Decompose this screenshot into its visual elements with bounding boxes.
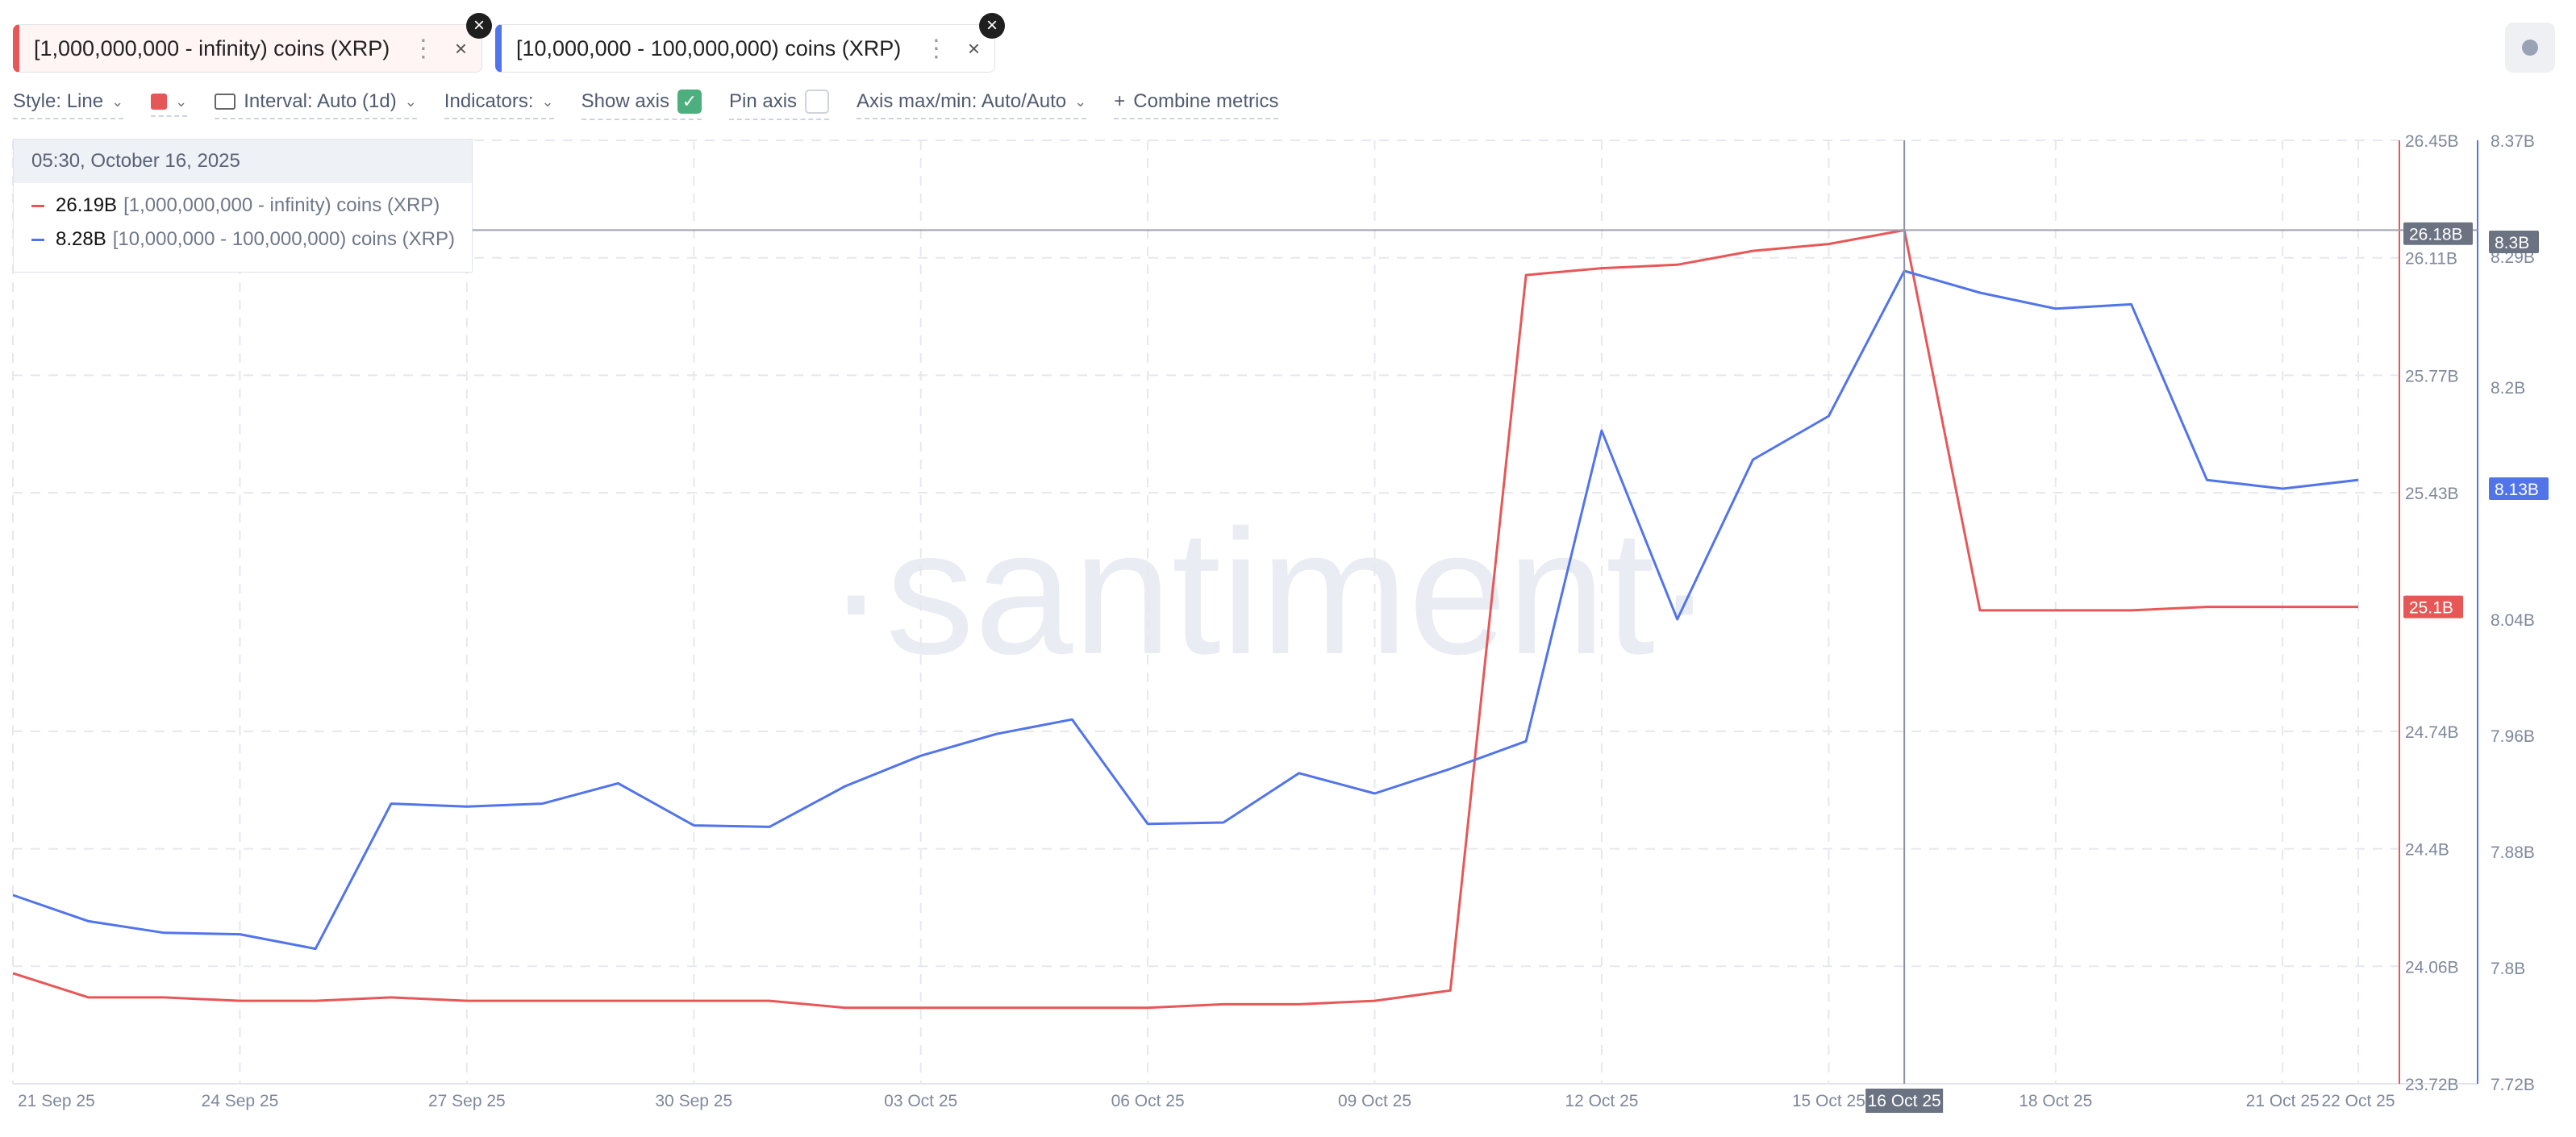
combine-metrics-button[interactable]: + Combine metrics [1114,90,1279,119]
axes [13,140,2478,1085]
more-options-icon[interactable]: ⋮ [411,35,436,62]
style-label: Style: Line [13,90,104,112]
dot-icon [2522,40,2538,56]
tooltip-row: 8.28B [10,000,000 - 100,000,000) coins (… [14,228,472,251]
left-axis-tick-label: 26.45B [2405,132,2459,151]
color-swatch [151,94,168,110]
checkbox-unchecked-icon[interactable] [805,90,830,114]
right-axis-value-badge-bg [2489,477,2549,500]
chart-toolbar: Style: Line ⌄ ⌄ Interval: Auto (1d) ⌄ Indi… [13,89,1279,121]
remove-metric-icon[interactable]: × [967,35,980,60]
interval-dropdown[interactable]: Interval: Auto (1d) ⌄ [215,90,417,119]
x-axis-tick-label: 18 Oct 25 [2019,1092,2092,1110]
interval-label: Interval: Auto (1d) [244,90,397,112]
left-axis-tick-label: 25.43B [2405,485,2459,503]
remove-metric-icon[interactable]: × [454,35,467,60]
x-axis-tick-label: 15 Oct 25 [1792,1092,1865,1110]
more-options-icon[interactable]: ⋮ [923,35,948,62]
right-axis-tick-label: 8.37B [2491,132,2535,151]
series-color-marker [31,204,44,207]
left-axis-tick-label: 23.72B [2405,1076,2459,1094]
series-line-2 [12,269,2359,951]
tooltip-value: 26.19B [56,194,118,216]
right-axis-tick-label: 7.88B [2491,843,2535,862]
plus-icon: + [1114,90,1126,112]
chevron-down-icon: ⌄ [175,93,188,110]
settings-toggle-button[interactable] [2505,23,2555,73]
left-axis-value-badge-bg [2403,595,2463,618]
chevron-down-icon: ⌄ [541,93,554,110]
metric-tab-label: [1,000,000,000 - infinity) coins (XRP) [34,35,390,60]
left-axis-tick-label: 26.11B [2405,250,2457,269]
calendar-icon [215,94,236,110]
grid [12,140,2399,1085]
x-axis-tick-label: 27 Sep 25 [428,1092,506,1110]
indicators-label: Indicators: [444,90,534,112]
tooltip-series-name: [1,000,000,000 - infinity) coins (XRP) [123,194,440,216]
x-axis-tick-label: 12 Oct 25 [1565,1092,1638,1110]
tooltip-row: 26.19B [1,000,000,000 - infinity) coins … [14,194,472,217]
series-layer [12,228,2359,1010]
right-axis-tick-label: 7.8B [2491,960,2525,978]
x-axis-tick-label: 30 Sep 25 [655,1092,732,1110]
axis-labels: 26.45B 26.11B 25.77B 25.43B 24.74B 24.4B 24.06… [18,132,2549,1113]
tooltip-value: 8.28B [56,228,106,250]
chevron-down-icon: ⌄ [404,93,417,110]
x-axis-highlight-label: 16 Oct 25 [1868,1092,1941,1110]
style-dropdown[interactable]: Style: Line ⌄ [13,90,124,119]
left-axis-tick-label: 24.4B [2405,841,2449,860]
pin-axis-toggle[interactable]: Pin axis [729,90,830,120]
axis-minmax-dropdown[interactable]: Axis max/min: Auto/Auto ⌄ [857,90,1087,119]
combine-metrics-label: Combine metrics [1133,90,1279,112]
right-axis-value-badge: 8.13B [2495,481,2539,499]
metric-tab-label: [10,000,000 - 100,000,000) coins (XRP) [516,35,902,60]
indicators-dropdown[interactable]: Indicators: ⌄ [444,90,554,119]
left-axis-value-badge: 26.18B [2409,226,2463,244]
axis-minmax-label: Axis max/min: Auto/Auto [857,90,1067,112]
series-color-marker [31,238,44,241]
chevron-down-icon: ⌄ [1074,93,1087,110]
metric-tab-midholders[interactable]: [10,000,000 - 100,000,000) coins (XRP) ⋮… [495,24,995,73]
checkbox-checked-icon[interactable]: ✓ [677,90,702,114]
x-axis-highlight-bg [1865,1089,1944,1113]
right-axis-tick-label: 8.2B [2491,379,2525,398]
show-axis-label: Show axis [581,90,669,112]
pin-axis-label: Pin axis [729,90,798,112]
left-axis-tick-label: 24.06B [2405,958,2459,977]
color-dropdown[interactable]: ⌄ [151,93,188,117]
x-axis-tick-label: 21 Oct 25 [2246,1092,2320,1110]
x-axis-tick-label: 21 Sep 25 [18,1092,95,1110]
series-line-1 [12,228,2358,1010]
metric-tab-whales[interactable]: [1,000,000,000 - infinity) coins (XRP) ⋮… [13,24,482,73]
tooltip-date: 05:30, October 16, 2025 [14,140,472,183]
right-axis-value-badge: 8.3B [2495,234,2529,252]
x-axis-tick-label: 24 Sep 25 [202,1092,279,1110]
close-icon[interactable]: × [466,13,492,39]
show-axis-toggle[interactable]: Show axis ✓ [581,90,702,120]
watermark-text: ·santiment· [827,493,1714,691]
right-axis-value-badge-bg [2489,231,2539,253]
chart-tooltip: 05:30, October 16, 2025 26.19B [1,000,00… [13,139,473,273]
right-axis-tick-label: 7.72B [2491,1076,2535,1094]
left-axis-value-badge-bg [2403,222,2473,245]
left-axis-value-badge: 25.1B [2409,599,2453,618]
left-axis-tick-label: 25.77B [2405,367,2459,385]
chevron-down-icon: ⌄ [111,93,124,110]
x-axis-tick-label: 09 Oct 25 [1338,1092,1411,1110]
tooltip-series-name: [10,000,000 - 100,000,000) coins (XRP) [112,228,455,250]
right-axis-tick-label: 8.04B [2491,611,2535,630]
x-axis-tick-label: 03 Oct 25 [884,1092,957,1110]
right-axis-tick-label: 7.96B [2491,727,2535,746]
x-axis-tick-label: 22 Oct 25 [2321,1092,2395,1110]
x-axis-tick-label: 06 Oct 25 [1111,1092,1185,1110]
close-icon[interactable]: × [979,13,1005,39]
left-axis-tick-label: 24.74B [2405,723,2459,742]
